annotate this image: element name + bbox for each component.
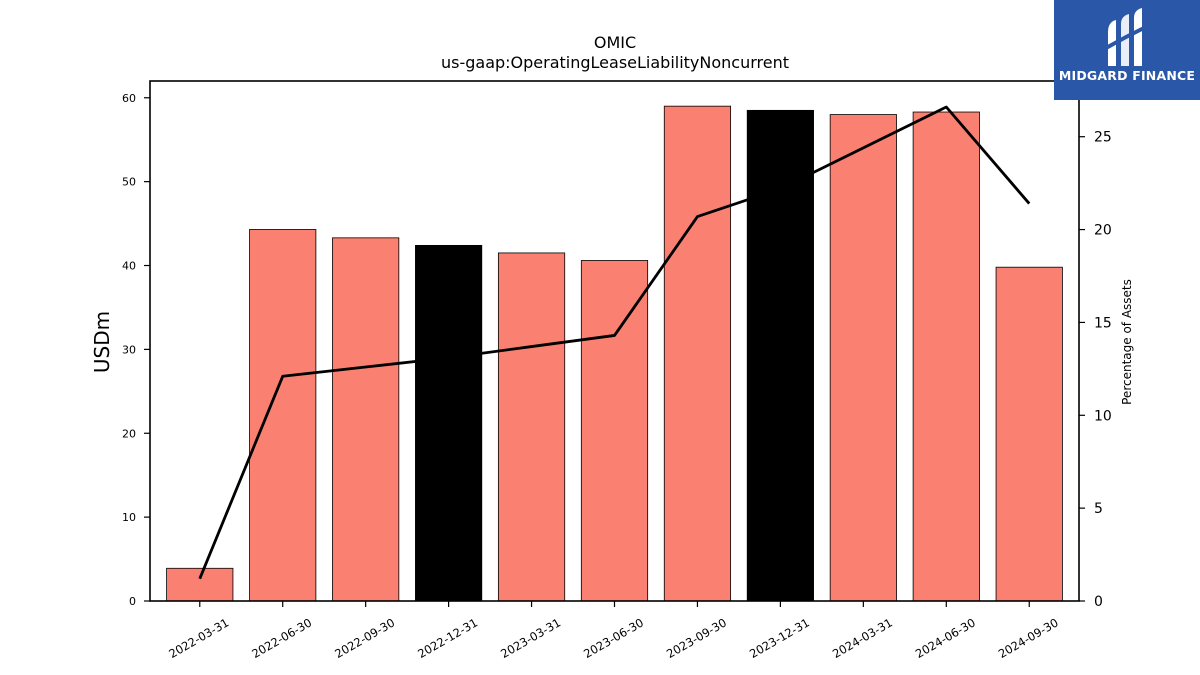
y2-axis-label: Percentage of Assets <box>1120 279 1134 405</box>
x-tick-label: 2022-12-31 <box>415 615 480 661</box>
y2-tick-label: 20 <box>1094 223 1112 239</box>
y2-tick-label: 15 <box>1094 315 1112 331</box>
y2-tick-label: 0 <box>1094 594 1103 610</box>
bar-2023-03-31 <box>497 252 566 602</box>
chart-title: OMIC <box>594 33 636 52</box>
y-tick-label: 20 <box>122 427 136 440</box>
y2-tick-label: 25 <box>1094 130 1112 146</box>
x-tick-label: 2023-09-30 <box>664 615 729 661</box>
y-axis-label: USDm <box>90 311 114 373</box>
logo-text: MIDGARD FINANCE <box>1058 68 1196 83</box>
x-tick-label: 2024-03-31 <box>830 615 895 661</box>
bar-2022-12-31 <box>415 244 483 602</box>
bar-2024-09-30 <box>995 266 1063 602</box>
y-tick-label: 50 <box>122 176 136 189</box>
x-tick-label: 2022-06-30 <box>249 615 314 661</box>
x-tick-label: 2023-06-30 <box>581 615 646 661</box>
y-tick-label: 30 <box>122 343 136 356</box>
x-tick-label: 2023-12-31 <box>747 615 812 661</box>
x-tick-label: 2022-03-31 <box>166 615 231 661</box>
y-tick-label: 40 <box>122 260 136 273</box>
bar-2023-12-31 <box>746 109 814 602</box>
y-tick-label: 60 <box>122 92 136 105</box>
y-tick-label: 10 <box>122 511 136 524</box>
x-tick-label: 2024-06-30 <box>913 615 978 661</box>
x-tick-label: 2023-03-31 <box>498 615 563 661</box>
midgard-finance-logo: MIDGARD FINANCE <box>1054 0 1200 100</box>
x-tick-label: 2024-09-30 <box>996 615 1061 661</box>
midgard-logo-icon <box>1105 8 1149 66</box>
bar-2024-06-30 <box>912 111 980 602</box>
bar-2023-06-30 <box>580 260 649 602</box>
bar-2023-09-30 <box>663 105 732 602</box>
y2-tick-label: 10 <box>1094 408 1112 424</box>
bar-2024-03-31 <box>829 114 897 602</box>
x-tick-label: 2022-09-30 <box>332 615 397 661</box>
bar-2022-09-30 <box>332 237 400 602</box>
y2-tick-label: 5 <box>1094 501 1103 517</box>
bar-2022-06-30 <box>249 229 317 602</box>
chart-subtitle: us-gaap:OperatingLeaseLiabilityNoncurren… <box>441 53 789 72</box>
bar-2022-03-31 <box>166 567 234 602</box>
y-tick-label: 0 <box>129 595 136 608</box>
